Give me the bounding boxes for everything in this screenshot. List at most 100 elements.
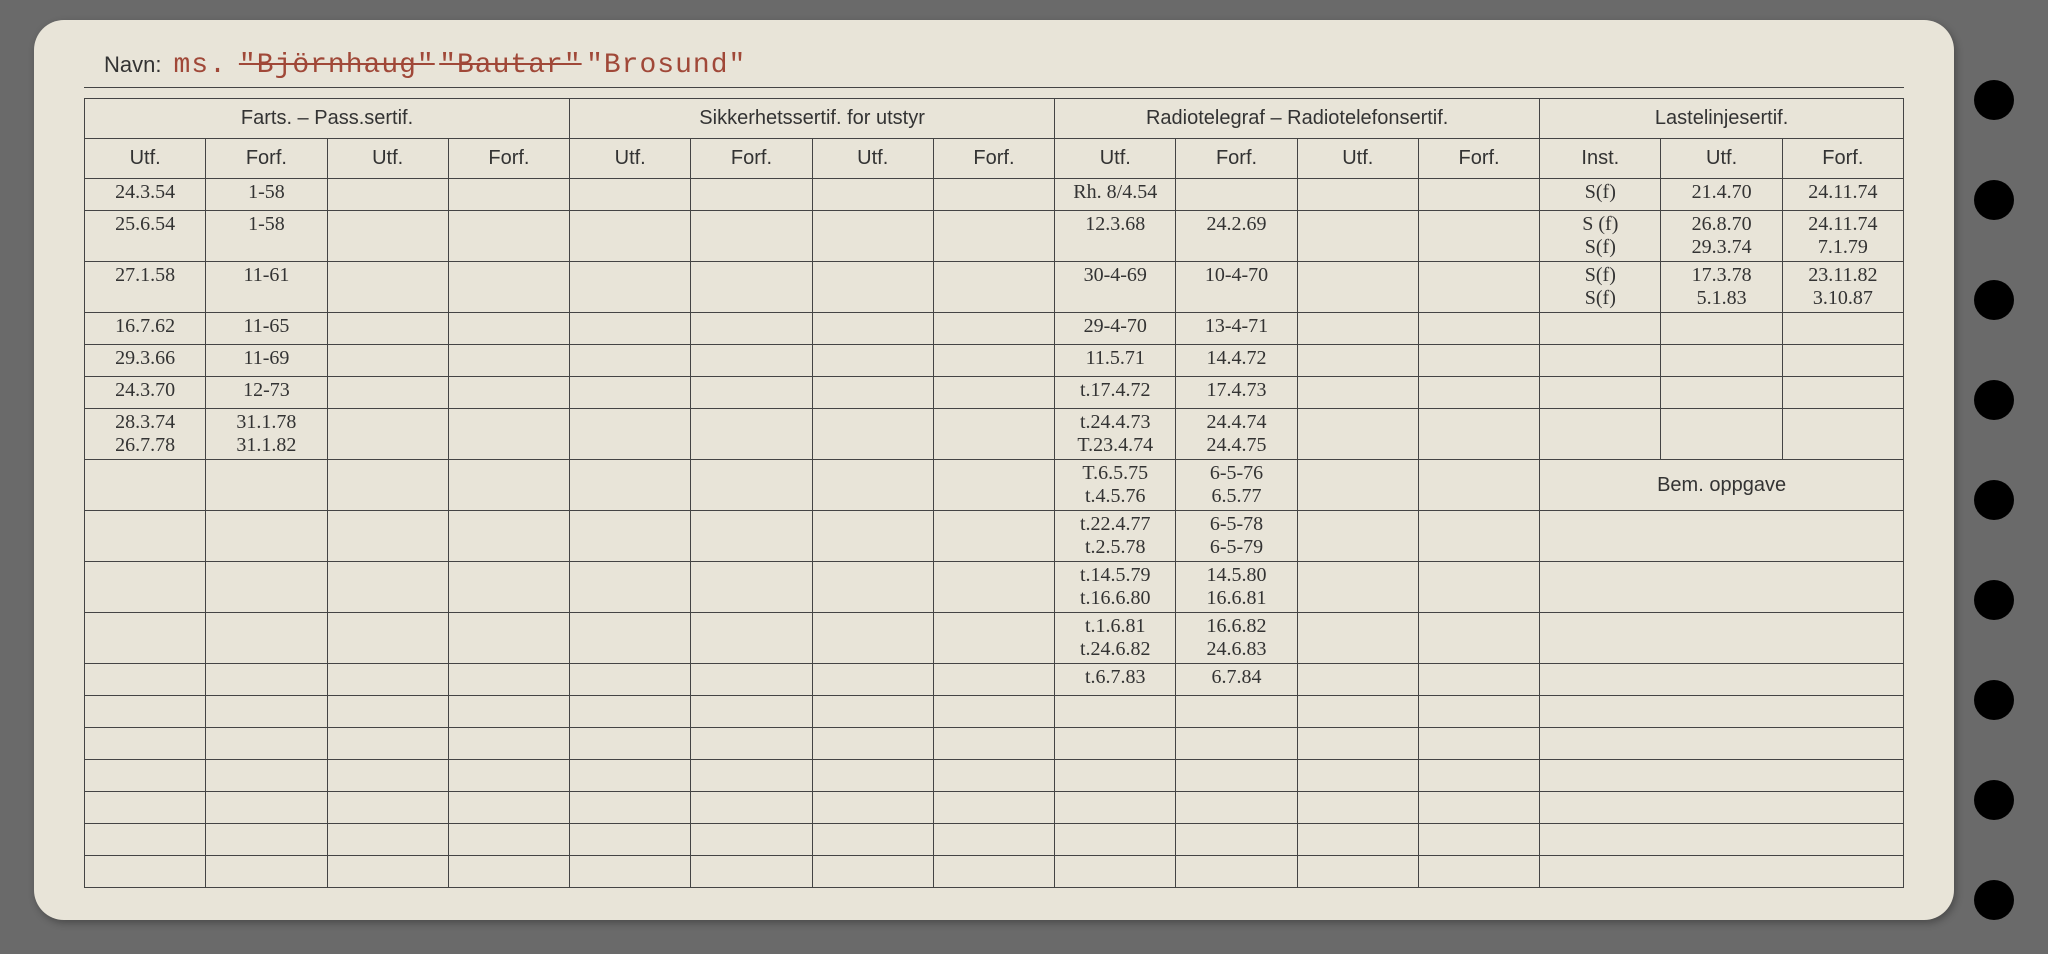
cell: T.6.5.75t.4.5.76 bbox=[1055, 460, 1176, 511]
sub-inst: Inst. bbox=[1540, 139, 1661, 179]
cell bbox=[933, 211, 1054, 262]
table-row: 16.7.6211-6529-4-7013-4-71 bbox=[85, 313, 1904, 345]
cell bbox=[327, 179, 448, 211]
certificate-table: Farts. – Pass.sertif. Sikkerhetssertif. … bbox=[84, 98, 1904, 888]
cell bbox=[1418, 211, 1539, 262]
cell bbox=[1418, 313, 1539, 345]
cell bbox=[933, 562, 1054, 613]
cell: 29-4-70 bbox=[1055, 313, 1176, 345]
cell bbox=[327, 824, 448, 856]
cell: 24.4.7424.4.75 bbox=[1176, 409, 1297, 460]
cell bbox=[1297, 377, 1418, 409]
cell: 17.4.73 bbox=[1176, 377, 1297, 409]
table-body: 24.3.541-58Rh. 8/4.54S(f)21.4.7024.11.74… bbox=[85, 179, 1904, 888]
cell bbox=[448, 460, 569, 511]
hole-icon bbox=[1974, 880, 2014, 920]
cell bbox=[1418, 377, 1539, 409]
cell bbox=[812, 613, 933, 664]
bem-cell bbox=[1540, 613, 1904, 664]
cell bbox=[85, 613, 206, 664]
sub-forf: Forf. bbox=[1418, 139, 1539, 179]
cell: 10-4-70 bbox=[1176, 262, 1297, 313]
table-row: t.6.7.836.7.84 bbox=[85, 664, 1904, 696]
cell: 11-65 bbox=[206, 313, 327, 345]
cell bbox=[933, 728, 1054, 760]
sub-utf: Utf. bbox=[85, 139, 206, 179]
cell bbox=[691, 792, 812, 824]
cell: 12-73 bbox=[206, 377, 327, 409]
cell bbox=[1297, 562, 1418, 613]
table-row bbox=[85, 824, 1904, 856]
cell bbox=[812, 179, 933, 211]
cell bbox=[933, 313, 1054, 345]
ship-prefix: ms. bbox=[173, 50, 226, 81]
cell bbox=[1297, 728, 1418, 760]
cell bbox=[85, 760, 206, 792]
bem-cell bbox=[1540, 728, 1904, 760]
cell bbox=[1540, 377, 1661, 409]
cell bbox=[1297, 409, 1418, 460]
sub-forf: Forf. bbox=[448, 139, 569, 179]
hole-icon bbox=[1974, 280, 2014, 320]
table-row bbox=[85, 856, 1904, 888]
name-row: Navn: ms. "Björnhaug" "Bautar" "Brosund" bbox=[84, 50, 1904, 88]
cell bbox=[1055, 824, 1176, 856]
cell bbox=[1176, 760, 1297, 792]
cell bbox=[1418, 409, 1539, 460]
cell bbox=[691, 377, 812, 409]
cell bbox=[570, 824, 691, 856]
cell bbox=[1055, 728, 1176, 760]
cell: t.17.4.72 bbox=[1055, 377, 1176, 409]
table-row: 25.6.541-5812.3.6824.2.69S (f)S(f)26.8.7… bbox=[85, 211, 1904, 262]
cell bbox=[691, 696, 812, 728]
index-card: Navn: ms. "Björnhaug" "Bautar" "Brosund"… bbox=[34, 20, 1954, 920]
cell bbox=[1661, 345, 1782, 377]
cell: 11-61 bbox=[206, 262, 327, 313]
cell: 30-4-69 bbox=[1055, 262, 1176, 313]
cell bbox=[1176, 824, 1297, 856]
cell: 6-5-786-5-79 bbox=[1176, 511, 1297, 562]
cell bbox=[1418, 728, 1539, 760]
cell bbox=[933, 856, 1054, 888]
bem-cell bbox=[1540, 824, 1904, 856]
cell: 11-69 bbox=[206, 345, 327, 377]
cell bbox=[85, 856, 206, 888]
cell bbox=[1297, 664, 1418, 696]
cell: 24.2.69 bbox=[1176, 211, 1297, 262]
cell bbox=[570, 562, 691, 613]
cell bbox=[206, 824, 327, 856]
hole-icon bbox=[1974, 180, 2014, 220]
cell bbox=[327, 211, 448, 262]
cell: S(f) bbox=[1540, 179, 1661, 211]
cell bbox=[448, 856, 569, 888]
cell bbox=[206, 664, 327, 696]
cell bbox=[448, 824, 569, 856]
table-row: t.22.4.77t.2.5.786-5-786-5-79 bbox=[85, 511, 1904, 562]
cell bbox=[812, 696, 933, 728]
cell bbox=[327, 345, 448, 377]
cell: 11.5.71 bbox=[1055, 345, 1176, 377]
cell bbox=[1297, 613, 1418, 664]
cell bbox=[1782, 377, 1903, 409]
cell bbox=[812, 409, 933, 460]
cell: 25.6.54 bbox=[85, 211, 206, 262]
cell bbox=[1418, 792, 1539, 824]
sub-utf: Utf. bbox=[327, 139, 448, 179]
bem-cell bbox=[1540, 760, 1904, 792]
cell bbox=[812, 760, 933, 792]
cell bbox=[448, 211, 569, 262]
cell bbox=[327, 664, 448, 696]
cell: 1-58 bbox=[206, 179, 327, 211]
cell bbox=[812, 562, 933, 613]
cell bbox=[933, 511, 1054, 562]
cell bbox=[206, 613, 327, 664]
cell bbox=[933, 696, 1054, 728]
cell bbox=[1782, 345, 1903, 377]
table-row: 29.3.6611-6911.5.7114.4.72 bbox=[85, 345, 1904, 377]
cell bbox=[933, 377, 1054, 409]
cell bbox=[1418, 824, 1539, 856]
cell bbox=[691, 313, 812, 345]
cell: 13-4-71 bbox=[1176, 313, 1297, 345]
cell bbox=[448, 409, 569, 460]
table-row: 24.3.7012-73t.17.4.7217.4.73 bbox=[85, 377, 1904, 409]
